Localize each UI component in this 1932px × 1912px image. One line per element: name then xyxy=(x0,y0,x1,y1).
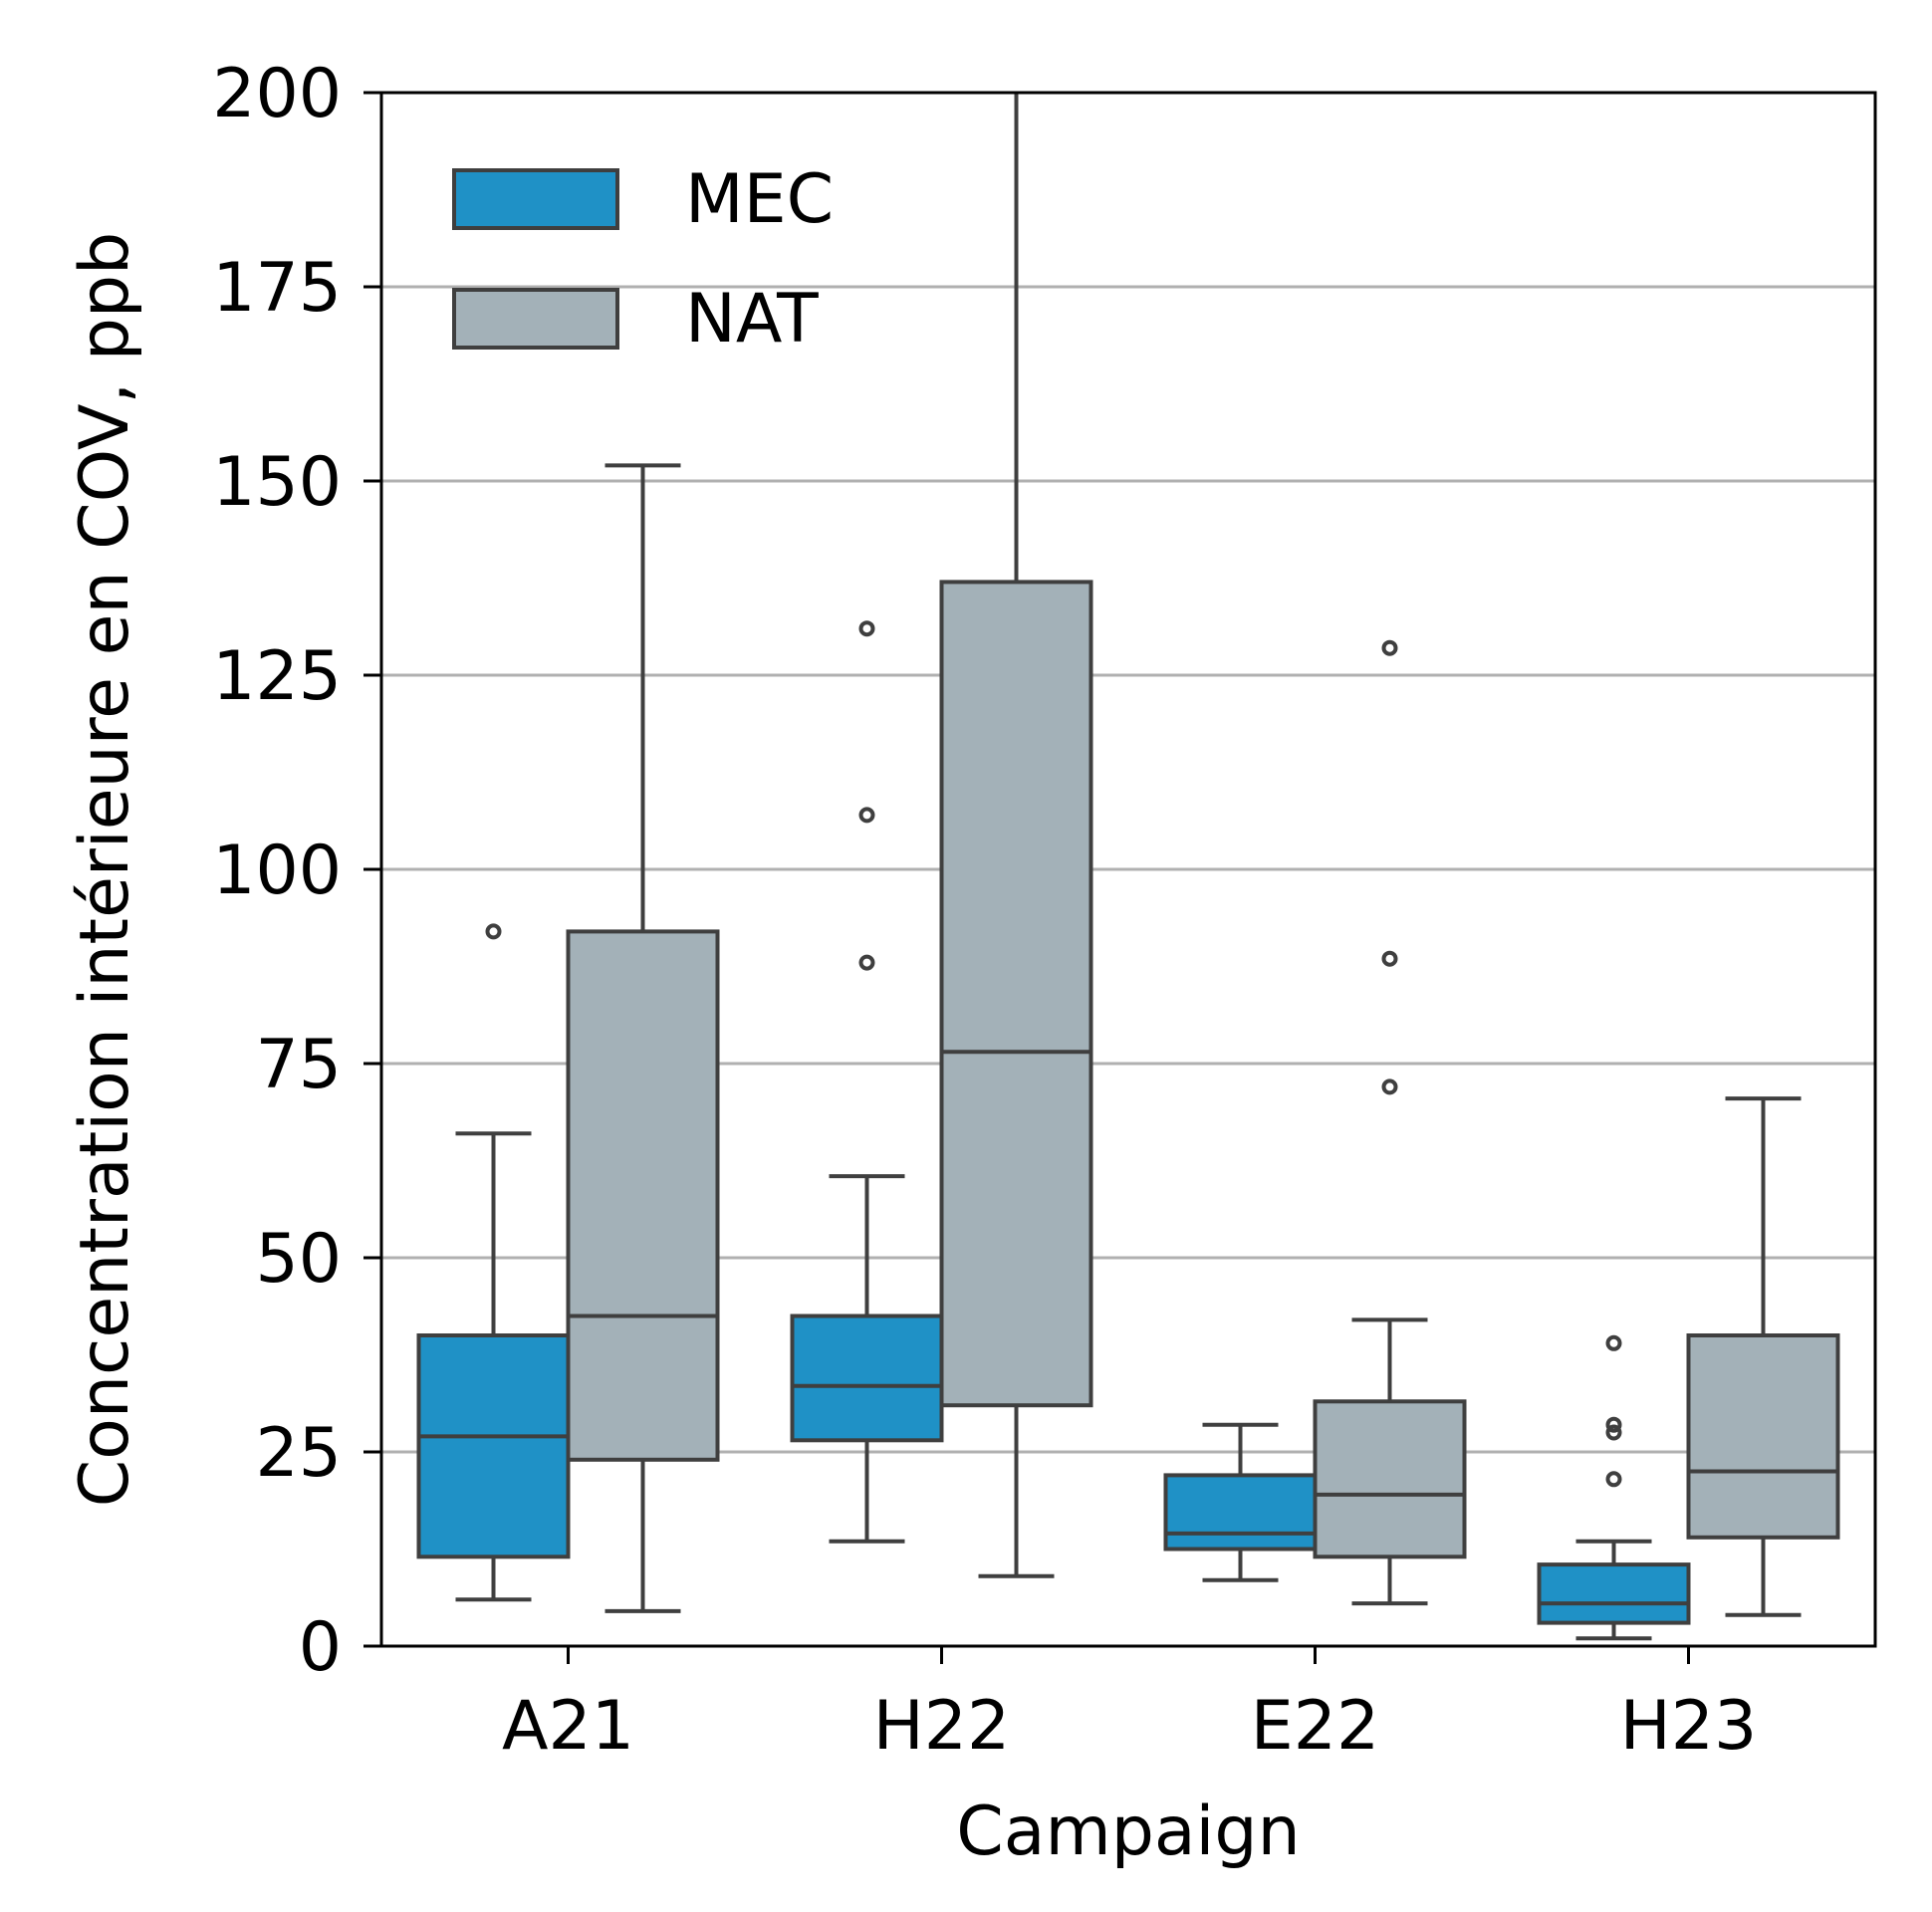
box-iqr xyxy=(939,580,1093,1408)
outlier-point xyxy=(1605,1471,1622,1488)
y-tick-label: 25 xyxy=(255,1414,342,1493)
outlier-point xyxy=(1605,1334,1622,1351)
box-iqr xyxy=(1686,1333,1840,1540)
legend-entry-nat: NAT xyxy=(452,280,819,358)
x-axis-label: Campaign xyxy=(956,1792,1300,1871)
y-tick-label: 100 xyxy=(212,832,342,910)
legend-label: MEC xyxy=(685,160,834,239)
outlier-point xyxy=(1605,1424,1622,1441)
box-iqr xyxy=(790,1314,944,1443)
x-axis: A21 H22 E22 H23 xyxy=(502,1646,1757,1766)
x-tick-label: E22 xyxy=(1251,1687,1380,1766)
boxes xyxy=(416,93,1840,1641)
legend: MEC NAT xyxy=(452,160,834,358)
legend-entry-mec: MEC xyxy=(452,160,834,239)
legend-swatch xyxy=(452,288,619,350)
outlier-point xyxy=(858,620,875,637)
box-mec-e22 xyxy=(1163,1422,1318,1582)
y-tick-label: 75 xyxy=(255,1026,342,1104)
legend-swatch xyxy=(452,168,619,230)
box-iqr xyxy=(1163,1473,1318,1552)
outlier-point xyxy=(858,807,875,824)
legend-label: NAT xyxy=(685,280,819,358)
outlier-point xyxy=(1381,950,1398,967)
y-tick-label: 200 xyxy=(212,55,342,133)
y-axis-label: Concentration intérieure en COV, ppb xyxy=(66,232,144,1507)
box-iqr xyxy=(416,1333,571,1559)
outlier-point xyxy=(858,954,875,971)
y-tick-label: 0 xyxy=(299,1608,342,1687)
outlier-point xyxy=(1381,1078,1398,1095)
outlier-point xyxy=(1381,639,1398,656)
box-nat-e22 xyxy=(1313,639,1467,1606)
box-iqr xyxy=(566,929,720,1462)
x-tick-label: H22 xyxy=(873,1687,1011,1766)
box-nat-a21 xyxy=(566,463,720,1613)
box-mec-h22 xyxy=(790,620,944,1544)
box-mec-h23 xyxy=(1537,1334,1691,1641)
y-tick-label: 125 xyxy=(212,637,342,716)
y-axis: 0 25 50 75 100 125 150 175 200 xyxy=(212,55,381,1687)
y-tick-label: 50 xyxy=(255,1220,342,1299)
x-tick-label: A21 xyxy=(502,1687,634,1766)
x-tick-label: H23 xyxy=(1620,1687,1758,1766)
outlier-point xyxy=(1605,1416,1622,1433)
y-tick-label: 175 xyxy=(212,249,342,328)
box-nat-h23 xyxy=(1686,1096,1840,1617)
box-iqr xyxy=(1537,1562,1691,1625)
box-mec-a21 xyxy=(416,923,571,1602)
outlier-point xyxy=(485,923,502,940)
box-nat-h22 xyxy=(939,93,1093,1578)
y-tick-label: 150 xyxy=(212,443,342,522)
box-iqr xyxy=(1313,1399,1467,1559)
